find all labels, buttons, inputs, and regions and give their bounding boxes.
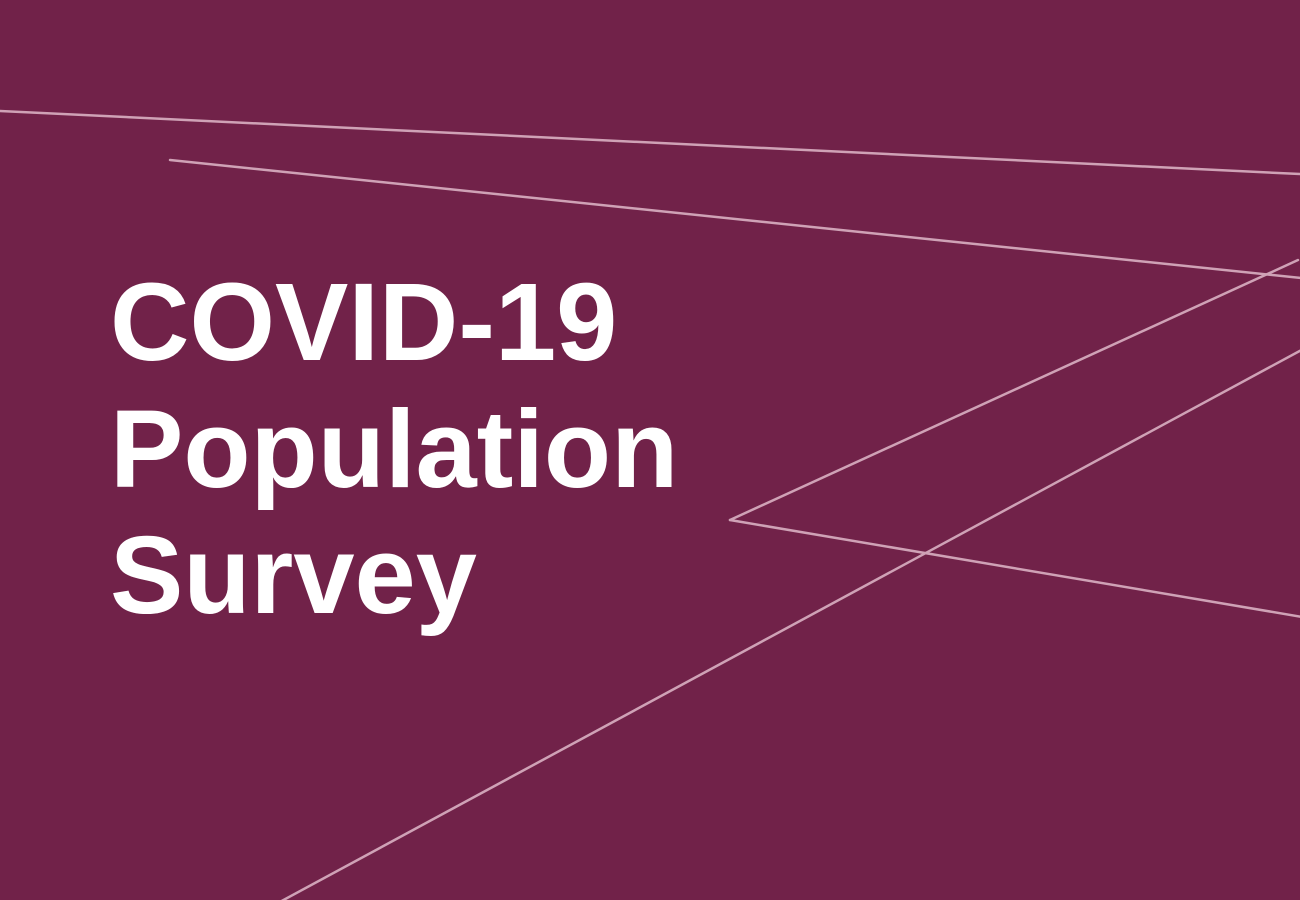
page-title: COVID-19 Population Survey bbox=[110, 260, 678, 640]
decorative-line bbox=[0, 110, 1300, 175]
cover-slide: COVID-19 Population Survey bbox=[0, 0, 1300, 900]
decorative-line bbox=[730, 260, 1298, 520]
decorative-line bbox=[730, 520, 1300, 620]
